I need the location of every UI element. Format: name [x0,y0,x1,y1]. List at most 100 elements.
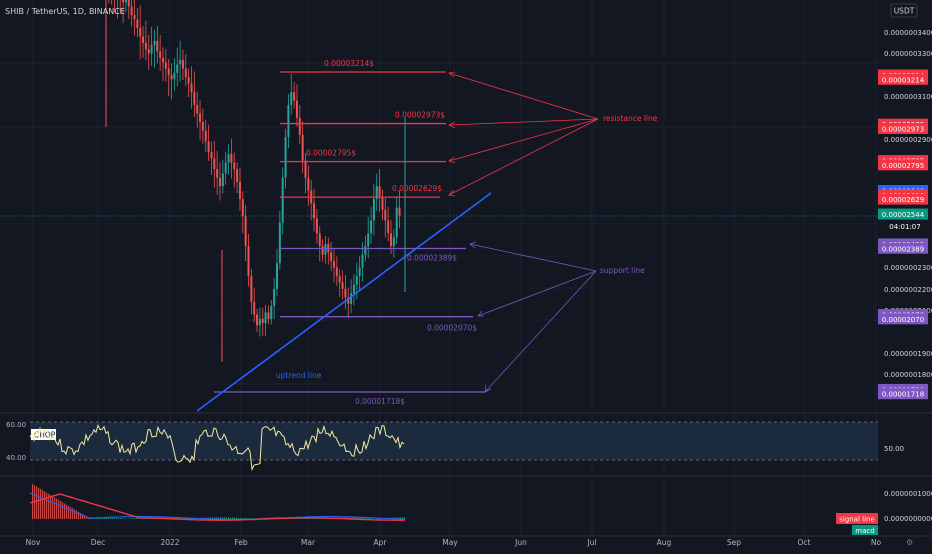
time-tick-4: Mar [301,538,316,547]
resistance-price-label-1: 0.00002973$ [395,111,445,120]
candle-body [230,154,233,163]
price-tag-bg-1 [878,73,928,85]
candle-body [184,68,187,78]
candle-body [159,51,162,58]
symbol-title[interactable]: SHIB / TetherUS, 1D, BINANCE [5,7,125,16]
macd-bar [72,508,74,519]
price-tag-bg-8 [878,193,928,205]
candle-body [213,158,216,170]
macd-bar [258,518,260,519]
uptrend-line[interactable] [196,192,492,412]
candle-body [122,0,125,3]
macd-bar [74,509,76,519]
candle-body [142,36,145,43]
macd-bar [206,517,208,519]
resistance-price-label-0: 0.00003214$ [324,59,374,68]
candle-body [284,137,287,178]
candle-body [221,173,224,187]
macd-bar [248,518,250,519]
resistance-label: resistance line [603,114,658,123]
time-axis[interactable]: Nov Dec 2022 Feb Mar Apr May Jun Jul Aug Sep Oct No [26,538,882,547]
candle-body [238,181,241,200]
macd-bar [86,516,88,519]
macd-bar [218,517,220,519]
macd-bar [238,517,240,519]
macd-bar [36,486,38,519]
macd-bar [84,515,86,519]
price-tag-bg-5 [878,159,928,171]
candle-body [273,288,276,307]
macd-bar [350,517,352,519]
time-tick-12: No [871,538,882,547]
macd-bar [310,518,312,519]
macd-bar [370,518,372,519]
time-tick-9: Aug [657,538,672,547]
macd-bar [374,518,376,519]
candle-body [204,130,207,142]
candle-body [350,293,353,304]
macd-bar [368,517,370,519]
macd-bar [226,517,228,519]
price-tag-bg-3 [878,122,928,134]
candle-body [256,314,259,326]
candle-body [298,117,301,135]
macd-bar [80,513,82,519]
chop-name: CHOP [34,431,56,440]
candle-body [176,64,179,73]
candle-body [358,267,361,277]
macd-bar [246,518,248,519]
macd-bar [138,517,140,519]
macd-bar [236,517,238,519]
resistance-price-label-2: 0.00002795$ [306,149,356,158]
macd-bar [360,517,362,519]
candle-body [150,45,153,54]
candle-body [133,15,136,20]
candle-body [321,246,324,255]
candle-body [352,284,355,294]
resistance-arrows [448,71,599,197]
candle-body [387,220,390,234]
chop-band [30,422,878,460]
candle-body [181,60,184,69]
price-tick-8: 0.0000001800 [884,371,932,379]
macd-bar [394,517,396,519]
time-tick-2: 2022 [160,538,179,547]
time-tick-0: Nov [26,538,41,547]
macd-bar [62,502,64,519]
candle-body [307,177,310,191]
chop-badge[interactable] [31,429,56,440]
candle-body [341,282,344,289]
macd-bar [228,517,230,519]
price-tick-2: 0.0000003100 [884,93,932,101]
macd-bar [404,517,406,519]
candle-body [301,134,304,161]
grid [0,0,878,536]
macd-bar [366,517,368,519]
macd-bar [58,499,60,519]
candle-body [313,203,316,219]
chop-level-40: 40.00 [6,454,26,462]
price-tag-15: 0.00001718 [882,391,924,399]
macd-bar [254,518,256,519]
macd-bar [44,491,46,519]
macd-bar [104,517,106,519]
macd-bar [352,517,354,519]
currency-badge[interactable] [890,3,918,18]
candle-body [247,246,250,277]
candle-body [364,246,367,255]
macd-bar [82,514,84,519]
settings-icon[interactable]: ⚙ [906,538,913,547]
candle-body [267,312,270,319]
candle-body [370,220,373,234]
time-tick-5: Apr [374,538,388,547]
macd-bar [76,510,78,519]
uptrend-label: uptrend line [276,371,322,380]
price-tag-bg-15 [878,388,928,400]
candle-body [173,72,176,80]
support-price-label-5: 0.00002070$ [427,324,477,333]
chop-value-label: 50.00 [884,445,904,453]
macd-bar [232,517,234,519]
candle-body [390,233,392,247]
macd-bar [184,518,186,519]
